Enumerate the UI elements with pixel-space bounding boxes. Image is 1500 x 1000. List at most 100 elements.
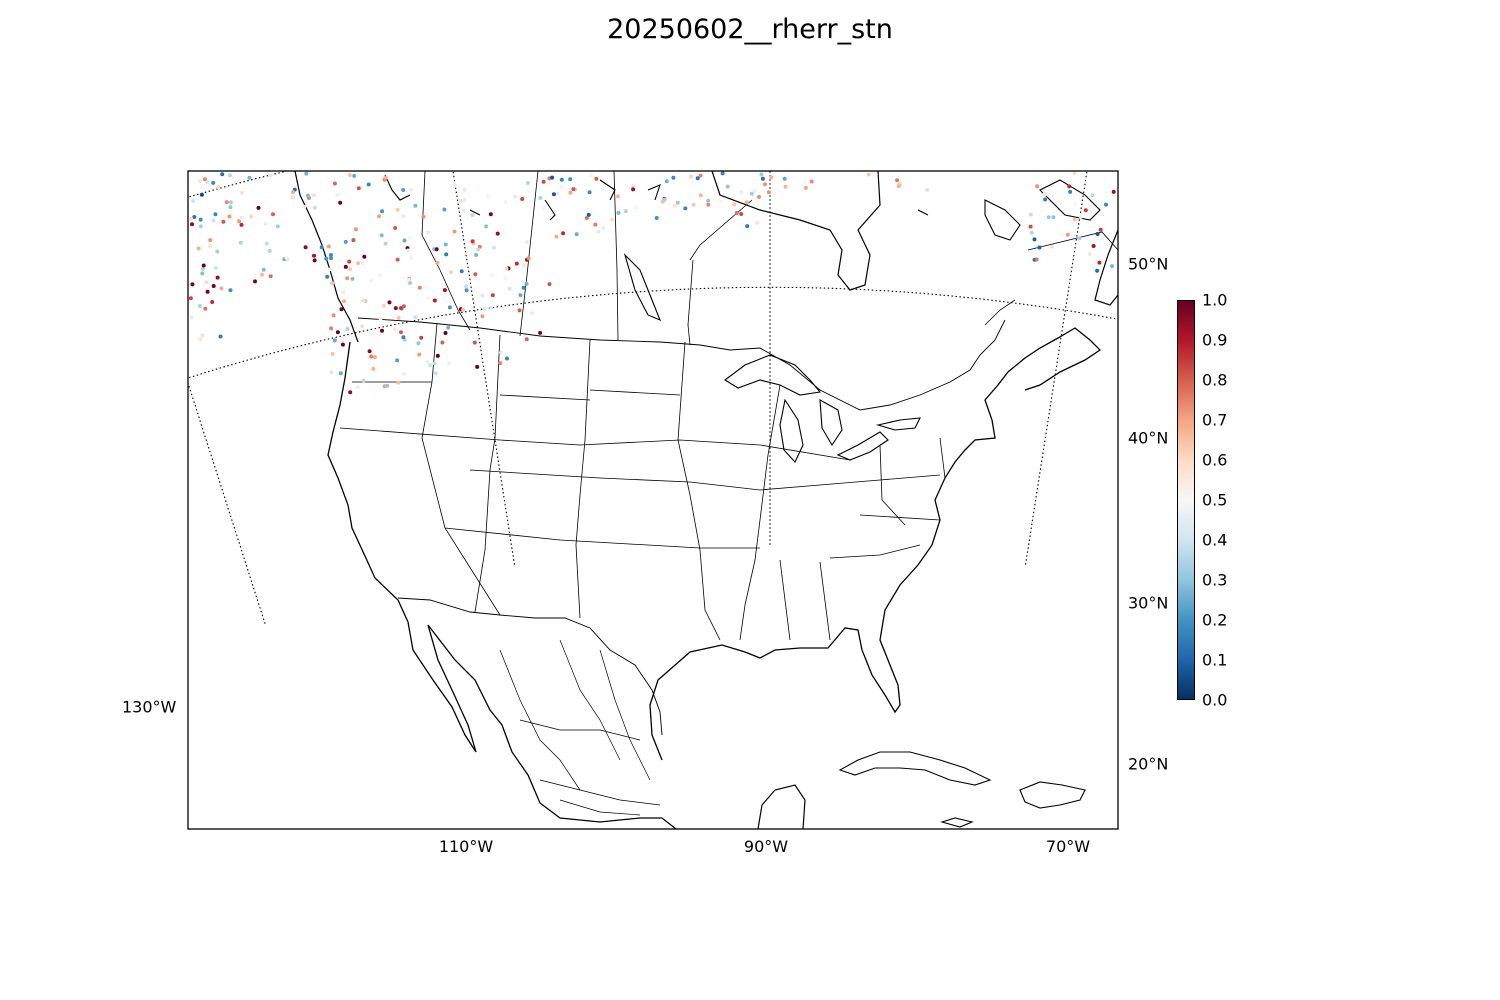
station-marker	[480, 314, 485, 319]
station-marker	[362, 254, 367, 259]
station-marker	[401, 335, 406, 340]
station-marker	[526, 256, 531, 261]
station-marker	[672, 203, 677, 208]
colorbar-tick-label: 0.1	[1202, 650, 1228, 670]
station-marker	[419, 335, 424, 340]
station-marker	[520, 197, 525, 201]
colorbar-tick-label: 0.9	[1202, 330, 1228, 350]
station-marker	[303, 245, 308, 250]
station-marker	[691, 202, 696, 207]
station-marker	[338, 371, 343, 376]
station-marker	[587, 190, 592, 195]
station-marker	[356, 186, 361, 191]
station-marker	[464, 288, 469, 293]
station-marker	[208, 244, 213, 249]
station-marker	[239, 190, 244, 195]
station-marker	[1072, 171, 1077, 176]
station-marker	[698, 173, 703, 178]
station-marker	[435, 353, 440, 358]
arctic-islands	[384, 174, 1101, 322]
station-marker	[328, 267, 333, 272]
station-marker	[559, 184, 564, 189]
station-marker	[871, 171, 876, 176]
longitude-line	[452, 171, 516, 567]
station-marker	[227, 214, 232, 219]
station-marker	[271, 212, 275, 217]
station-marker	[402, 238, 407, 243]
station-marker	[347, 173, 352, 178]
station-marker	[198, 179, 203, 184]
station-marker	[725, 184, 730, 189]
station-marker	[734, 211, 739, 215]
station-marker	[664, 179, 669, 184]
station-marker	[503, 200, 508, 204]
station-marker	[408, 187, 413, 192]
station-marker	[332, 181, 337, 186]
station-marker	[189, 216, 193, 221]
lat-label-30n: 30°N	[1128, 593, 1169, 613]
station-marker	[518, 293, 523, 297]
station-marker	[329, 253, 333, 257]
station-marker	[517, 308, 522, 313]
colorbar-tick-label: 0.2	[1202, 610, 1228, 630]
station-marker	[275, 224, 280, 229]
station-marker	[574, 232, 579, 237]
canada-east-coast	[1094, 229, 1118, 306]
station-marker	[588, 173, 593, 178]
station-marker	[264, 241, 269, 246]
station-marker	[498, 361, 503, 366]
station-marker	[474, 253, 479, 257]
station-marker	[464, 284, 469, 289]
station-marker	[1077, 236, 1082, 241]
station-marker	[416, 341, 421, 346]
station-marker	[247, 175, 252, 180]
station-marker	[208, 238, 213, 243]
latitude-line	[188, 171, 290, 198]
station-marker	[211, 284, 216, 288]
station-marker	[227, 173, 232, 178]
station-marker	[610, 217, 615, 222]
state-lines	[339, 322, 946, 641]
station-marker	[401, 214, 406, 219]
station-marker	[211, 180, 216, 185]
station-marker	[239, 215, 244, 220]
station-marker	[352, 173, 357, 178]
station-marker	[267, 248, 272, 253]
station-marker	[190, 282, 195, 287]
station-marker	[381, 303, 386, 308]
station-marker	[332, 338, 337, 343]
station-marker	[407, 236, 412, 241]
station-marker	[492, 245, 496, 250]
station-marker	[398, 323, 403, 328]
lat-label-20n: 20°N	[1128, 754, 1169, 774]
station-marker	[895, 178, 900, 183]
station-marker	[329, 370, 334, 375]
station-marker	[698, 193, 703, 198]
station-marker	[383, 175, 388, 180]
station-marker	[449, 270, 454, 275]
station-marker	[489, 305, 494, 310]
yucatan-peninsula	[757, 784, 806, 829]
station-marker	[1095, 232, 1100, 236]
station-marker	[401, 371, 406, 376]
latitude-line	[188, 286, 1118, 379]
station-marker	[470, 213, 475, 217]
station-marker	[392, 327, 397, 332]
station-marker	[399, 306, 403, 311]
lon-label-130w: 130°W	[122, 697, 177, 717]
station-marker	[326, 244, 331, 249]
station-marker	[218, 334, 223, 339]
station-marker	[1090, 193, 1095, 198]
station-marker	[215, 249, 220, 254]
station-marker	[203, 177, 207, 182]
station-marker	[755, 220, 760, 225]
station-marker	[406, 248, 410, 253]
hudson-bay	[711, 171, 881, 291]
station-marker	[203, 306, 208, 311]
station-marker	[366, 182, 371, 187]
station-marker	[586, 212, 591, 217]
station-marker	[601, 226, 606, 230]
station-marker	[452, 229, 457, 234]
us-mexico-border	[397, 597, 663, 736]
lat-label-40n: 40°N	[1128, 428, 1169, 448]
